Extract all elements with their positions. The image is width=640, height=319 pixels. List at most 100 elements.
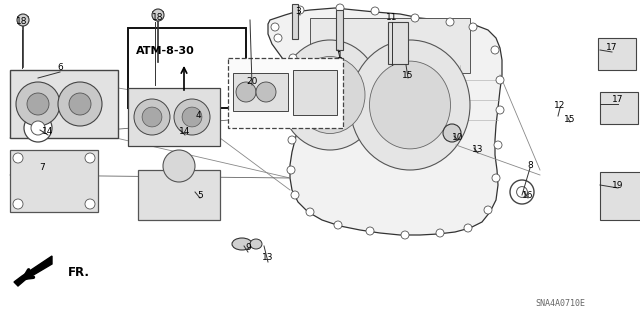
Text: FR.: FR.	[68, 265, 90, 278]
Text: 3: 3	[295, 8, 301, 17]
Text: 6: 6	[57, 63, 63, 72]
Circle shape	[163, 150, 195, 182]
Circle shape	[464, 224, 472, 232]
Text: 8: 8	[527, 160, 533, 169]
Text: 13: 13	[262, 254, 274, 263]
Bar	[600, 92, 638, 124]
Text: 5: 5	[197, 190, 203, 199]
Text: 1: 1	[337, 50, 343, 60]
Circle shape	[291, 191, 299, 199]
Circle shape	[446, 18, 454, 26]
Circle shape	[134, 99, 170, 135]
Circle shape	[336, 4, 344, 12]
Circle shape	[296, 6, 304, 14]
Circle shape	[274, 34, 282, 42]
Polygon shape	[268, 8, 502, 235]
Text: 11: 11	[387, 13, 397, 23]
Circle shape	[492, 174, 500, 182]
Text: 14: 14	[179, 128, 191, 137]
Bar	[310, 18, 470, 73]
Bar	[138, 170, 220, 220]
Circle shape	[366, 227, 374, 235]
Circle shape	[484, 206, 492, 214]
Circle shape	[164, 114, 192, 142]
Circle shape	[256, 82, 276, 102]
Text: 14: 14	[42, 128, 54, 137]
Circle shape	[469, 23, 477, 31]
Text: 18: 18	[152, 13, 164, 23]
Circle shape	[142, 107, 162, 127]
Text: 7: 7	[39, 164, 45, 173]
Circle shape	[289, 54, 297, 62]
Circle shape	[171, 121, 185, 135]
Ellipse shape	[369, 61, 451, 149]
Circle shape	[85, 199, 95, 209]
Circle shape	[13, 199, 23, 209]
Text: 20: 20	[246, 78, 258, 86]
Circle shape	[287, 166, 295, 174]
Circle shape	[69, 93, 91, 115]
Bar	[598, 38, 636, 70]
Circle shape	[306, 208, 314, 216]
Bar	[128, 88, 220, 146]
Circle shape	[371, 7, 379, 15]
Polygon shape	[14, 256, 52, 286]
Circle shape	[182, 107, 202, 127]
Text: 19: 19	[612, 181, 624, 189]
Text: 15: 15	[564, 115, 576, 124]
Circle shape	[13, 153, 23, 163]
Circle shape	[16, 82, 60, 126]
Bar	[10, 70, 118, 138]
Text: 13: 13	[472, 145, 484, 154]
Circle shape	[174, 99, 210, 135]
Text: 16: 16	[522, 190, 534, 199]
Circle shape	[294, 78, 302, 86]
Circle shape	[334, 221, 342, 229]
Circle shape	[516, 187, 527, 197]
Circle shape	[288, 136, 296, 144]
Ellipse shape	[280, 40, 380, 150]
Ellipse shape	[350, 40, 470, 170]
Text: 17: 17	[612, 95, 624, 105]
Circle shape	[411, 14, 419, 22]
Circle shape	[85, 153, 95, 163]
Circle shape	[401, 231, 409, 239]
Circle shape	[292, 106, 300, 114]
Text: 12: 12	[554, 100, 566, 109]
Circle shape	[494, 141, 502, 149]
Circle shape	[24, 114, 52, 142]
Text: 4: 4	[195, 110, 201, 120]
Bar	[228, 58, 343, 128]
Circle shape	[496, 106, 504, 114]
Circle shape	[17, 14, 29, 26]
Ellipse shape	[232, 238, 252, 250]
Ellipse shape	[250, 239, 262, 249]
Text: 15: 15	[403, 70, 413, 79]
Text: 17: 17	[606, 43, 618, 53]
Text: 10: 10	[452, 133, 464, 143]
Circle shape	[443, 124, 461, 142]
Text: 9: 9	[245, 243, 251, 253]
Circle shape	[58, 82, 102, 126]
Bar	[10, 150, 98, 212]
Circle shape	[27, 93, 49, 115]
Circle shape	[510, 180, 534, 204]
Ellipse shape	[295, 56, 365, 133]
Circle shape	[436, 229, 444, 237]
Bar	[388, 22, 408, 64]
Bar	[293, 70, 337, 115]
Text: SNA4A0710E: SNA4A0710E	[535, 299, 585, 308]
Circle shape	[271, 23, 279, 31]
Bar	[128, 28, 246, 108]
Circle shape	[152, 9, 164, 21]
Circle shape	[236, 82, 256, 102]
Bar	[292, 4, 298, 39]
Circle shape	[31, 121, 45, 135]
Bar	[336, 10, 343, 50]
Text: 18: 18	[16, 18, 28, 26]
Circle shape	[496, 76, 504, 84]
Circle shape	[491, 46, 499, 54]
Bar	[233, 73, 288, 111]
Text: ATM-8-30: ATM-8-30	[136, 46, 195, 56]
Bar	[600, 172, 640, 220]
